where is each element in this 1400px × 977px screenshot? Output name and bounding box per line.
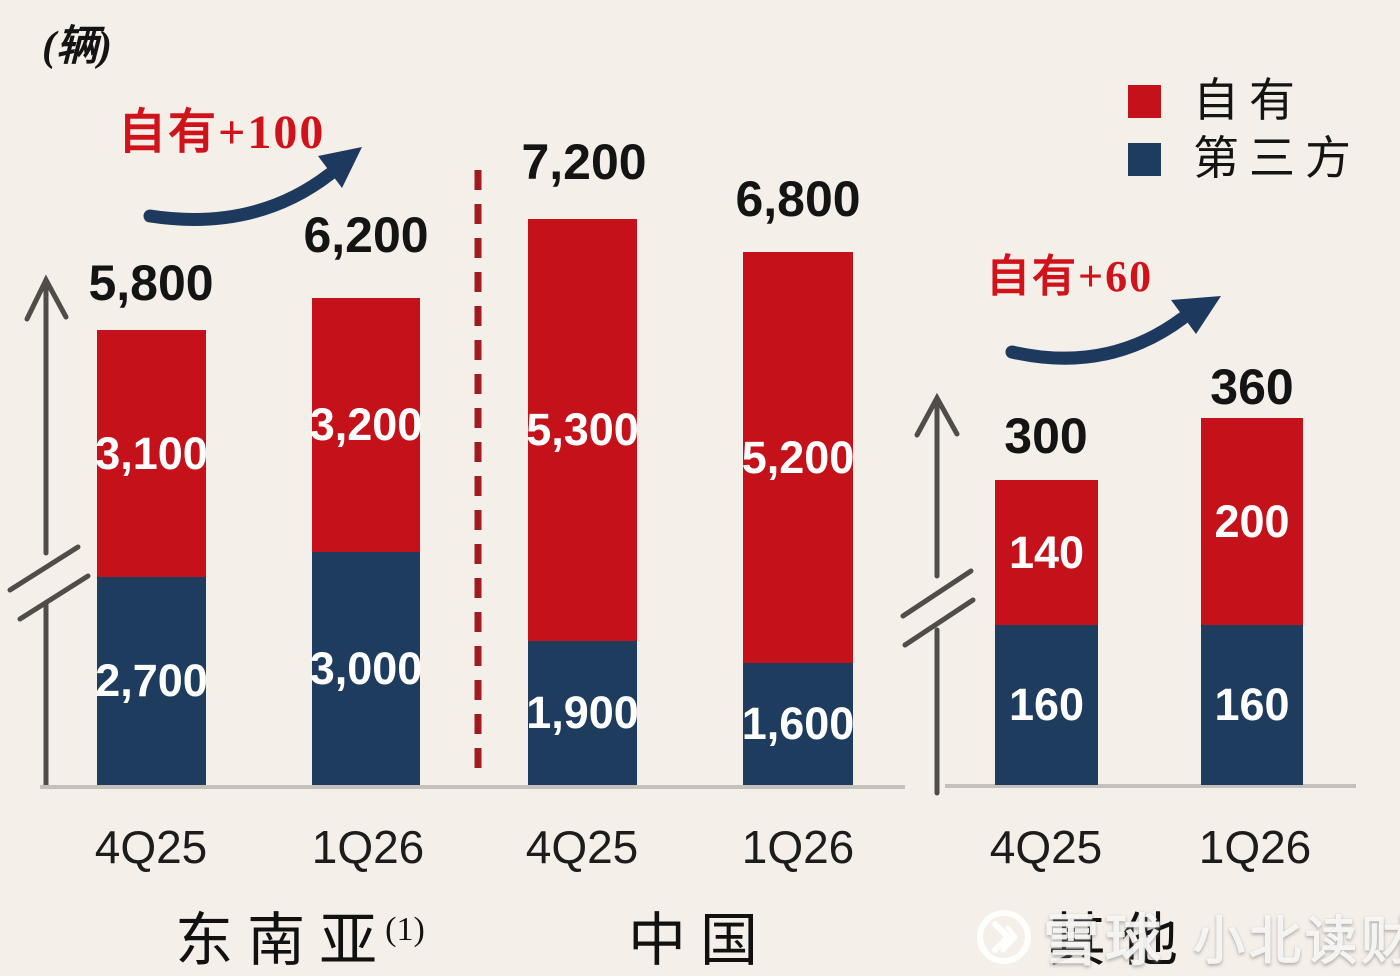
bar-others-1q26: 200 160 bbox=[1201, 418, 1303, 785]
segment-value: 3,000 bbox=[309, 642, 423, 694]
annotation-others: 自有+60 bbox=[986, 252, 1154, 301]
group-label-text: 其他 bbox=[1047, 908, 1192, 973]
x-tick-label: 1Q26 bbox=[311, 821, 425, 873]
axis-break-left bbox=[17, 573, 91, 622]
group-label-china: 中国 bbox=[560, 893, 840, 977]
segment-third-party: 1,900 bbox=[526, 641, 639, 785]
x-tick-label: 4Q25 bbox=[525, 821, 639, 873]
total-label: 6,200 bbox=[303, 207, 429, 263]
legend-swatch-own-icon bbox=[1128, 84, 1161, 118]
axis-break-right bbox=[902, 597, 976, 648]
segment-own: 3,100 bbox=[95, 330, 208, 577]
growth-arrow-right-icon bbox=[1005, 296, 1221, 365]
group-label-others: 其他 bbox=[980, 893, 1260, 977]
segment-value: 5,200 bbox=[741, 431, 855, 483]
total-label: 7,200 bbox=[521, 134, 647, 190]
xueqiu-logo-icon bbox=[977, 909, 1031, 964]
group-label-text: 东南亚 bbox=[175, 908, 392, 973]
segment-value: 160 bbox=[1214, 679, 1290, 730]
legend-label-own: 自有 bbox=[1193, 75, 1305, 126]
axis-break-right bbox=[900, 568, 974, 619]
segment-third-party: 160 bbox=[995, 625, 1098, 785]
segment-own: 5,200 bbox=[741, 252, 855, 663]
bar-southeast-asia-4q25: 3,100 2,700 bbox=[95, 330, 208, 785]
y-axis-left bbox=[7, 274, 91, 789]
axis-break-left bbox=[7, 544, 81, 593]
unit-label: (辆) bbox=[42, 24, 112, 70]
annotation-southeast-asia: 自有+100 bbox=[118, 106, 326, 159]
segment-value: 1,900 bbox=[526, 687, 639, 738]
watermark: 雪球 小北读财报 bbox=[975, 896, 1400, 977]
segment-value: 200 bbox=[1214, 495, 1290, 547]
watermark-account: 小北读财报 bbox=[1193, 914, 1400, 971]
x-tick-label: 4Q25 bbox=[989, 821, 1103, 873]
legend-item-own: 自有 bbox=[1128, 72, 1361, 130]
bar-china-1q26: 5,200 1,600 bbox=[741, 252, 855, 785]
total-label: 6,800 bbox=[735, 171, 861, 227]
legend-label-third-party: 第三方 bbox=[1193, 133, 1361, 184]
group-label-text: 中国 bbox=[627, 908, 772, 973]
segment-value: 2,700 bbox=[95, 655, 208, 706]
watermark-brand: 雪球 bbox=[1043, 911, 1167, 973]
legend-swatch-third-party-icon bbox=[1128, 142, 1161, 176]
segment-value: 140 bbox=[1008, 526, 1085, 578]
segment-third-party: 160 bbox=[1201, 625, 1303, 785]
segment-value: 5,300 bbox=[526, 404, 639, 455]
segment-third-party: 1,600 bbox=[741, 663, 855, 785]
segment-value: 1,600 bbox=[741, 698, 855, 749]
legend-item-third-party: 第三方 bbox=[1128, 130, 1361, 188]
segment-value: 3,100 bbox=[95, 427, 208, 479]
segment-own: 140 bbox=[995, 480, 1098, 625]
segment-third-party: 3,000 bbox=[309, 552, 423, 785]
total-label: 360 bbox=[1210, 359, 1294, 415]
segment-own: 3,200 bbox=[309, 298, 423, 552]
segment-value: 160 bbox=[1008, 679, 1085, 730]
group-label-southeast-asia: 东南亚(1) bbox=[130, 893, 470, 977]
segment-third-party: 2,700 bbox=[95, 577, 208, 785]
segment-own: 5,300 bbox=[526, 219, 639, 641]
x-tick-label: 4Q25 bbox=[94, 821, 208, 873]
bar-china-4q25: 5,300 1,900 bbox=[526, 219, 639, 785]
total-label: 5,800 bbox=[88, 255, 214, 311]
bar-southeast-asia-1q26: 3,200 3,000 bbox=[309, 298, 423, 785]
total-label: 300 bbox=[1004, 408, 1088, 464]
segment-own: 200 bbox=[1201, 418, 1303, 625]
x-tick-label: 1Q26 bbox=[1198, 821, 1312, 873]
segment-value: 3,200 bbox=[309, 399, 423, 450]
legend: 自有 第三方 bbox=[1128, 72, 1361, 188]
x-tick-label: 1Q26 bbox=[741, 821, 855, 873]
bar-others-4q25: 140 160 bbox=[995, 480, 1098, 785]
footnote-marker: (1) bbox=[385, 910, 425, 948]
